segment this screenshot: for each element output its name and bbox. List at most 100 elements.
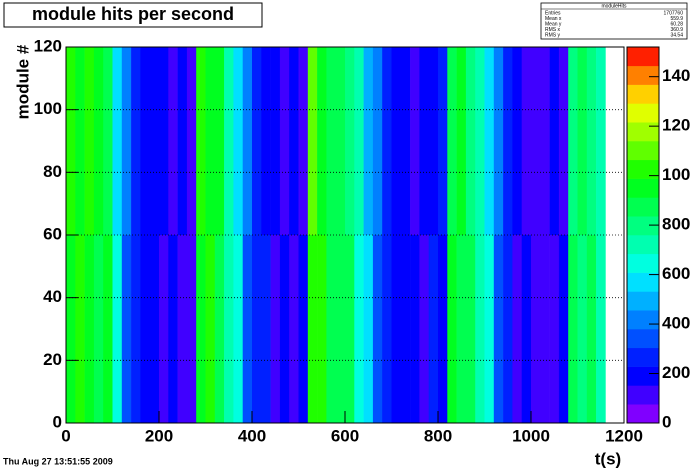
palette-box	[627, 216, 659, 236]
stats-value: 559.9	[670, 16, 683, 22]
heat-cell	[531, 47, 541, 235]
palette-box	[627, 235, 659, 255]
heat-cell	[252, 235, 262, 423]
chart-title: module hits per second	[32, 4, 234, 24]
palette-box	[627, 347, 659, 367]
heat-cell	[363, 47, 374, 235]
heat-cell	[66, 235, 76, 423]
heat-cell	[224, 235, 234, 423]
palette-box	[627, 385, 659, 405]
palette-box	[627, 404, 659, 424]
palette-box	[627, 65, 659, 85]
heat-cell	[586, 235, 597, 423]
z-tick-label: 1000	[662, 165, 690, 184]
palette-box	[627, 291, 659, 311]
y-tick-label: 60	[43, 224, 62, 243]
heat-cell	[317, 47, 327, 235]
heat-cell	[531, 235, 541, 423]
stats-value: 60.28	[670, 21, 683, 27]
stats-label: Mean y	[545, 21, 562, 27]
palette-box	[627, 178, 659, 198]
heat-cell	[93, 235, 104, 423]
stats-label: RMS x	[545, 27, 561, 33]
heat-cell	[596, 47, 606, 235]
heat-cell	[149, 235, 160, 423]
heat-cell	[419, 47, 429, 235]
heat-cell	[242, 47, 253, 235]
heat-cell	[177, 47, 188, 235]
palette-box	[627, 253, 659, 273]
heat-cell	[549, 47, 560, 235]
heat-cell	[66, 47, 76, 235]
heat-cell	[75, 47, 85, 235]
heat-cell	[131, 47, 141, 235]
heat-cell	[326, 47, 336, 235]
heat-cell	[354, 47, 364, 235]
heat-cell	[447, 235, 457, 423]
heat-cell	[186, 47, 197, 235]
plot-frame	[65, 46, 625, 424]
y-tick-label: 120	[34, 36, 62, 55]
heat-cell	[549, 235, 560, 423]
heat-cell	[317, 235, 327, 423]
palette-box	[627, 103, 659, 123]
palette-box	[627, 197, 659, 217]
y-tick-label: 20	[43, 350, 62, 369]
x-tick-label: 1200	[605, 426, 643, 445]
heat-cell	[186, 235, 197, 423]
heat-cell	[577, 47, 588, 235]
heat-cell	[428, 47, 439, 235]
heat-cell	[289, 47, 299, 235]
palette-box	[627, 329, 659, 349]
heat-cell	[391, 235, 402, 423]
stats-label: RMS y	[545, 32, 561, 38]
heat-cell	[410, 47, 420, 235]
heat-cell	[121, 235, 132, 423]
heat-cell	[168, 235, 178, 423]
x-tick-label: 0	[61, 426, 70, 445]
stats-label: Mean x	[545, 16, 562, 22]
z-tick-label: 600	[662, 264, 690, 283]
heat-cell	[298, 47, 309, 235]
heat-cell	[382, 47, 392, 235]
heat-cell	[400, 47, 411, 235]
palette-frame	[626, 46, 660, 424]
heat-cell	[131, 235, 141, 423]
heat-cell	[456, 235, 467, 423]
heat-cell	[112, 235, 123, 423]
heat-cell	[577, 235, 588, 423]
palette-box	[627, 272, 659, 292]
heat-cell	[465, 235, 476, 423]
y-tick-label: 100	[34, 99, 62, 118]
x-tick-label: 400	[238, 426, 266, 445]
heat-cell	[298, 235, 309, 423]
heat-cell	[149, 47, 160, 235]
palette-box	[627, 366, 659, 386]
heat-cell	[438, 235, 448, 423]
heat-cell	[112, 47, 123, 235]
heat-cell	[475, 47, 485, 235]
heat-cell	[261, 235, 271, 423]
heat-cell	[270, 235, 281, 423]
palette-box	[627, 47, 659, 67]
z-tick-label: 1200	[662, 116, 690, 135]
heat-cell	[103, 235, 113, 423]
heat-cell	[140, 47, 150, 235]
heat-cell	[252, 47, 262, 235]
y-tick-label: 80	[43, 162, 62, 181]
heat-cell	[233, 235, 243, 423]
stats-label: Entries	[545, 10, 561, 16]
heat-cell	[400, 235, 411, 423]
heat-cell	[177, 235, 188, 423]
heat-cell	[326, 235, 336, 423]
heat-cell	[224, 47, 234, 235]
heat-cell	[484, 47, 495, 235]
heat-cell	[503, 235, 513, 423]
z-tick-label: 200	[662, 363, 690, 382]
heat-cell	[410, 235, 420, 423]
heat-cell	[214, 47, 225, 235]
title-box	[3, 2, 263, 28]
heat-cell	[103, 47, 113, 235]
heat-cell	[372, 235, 383, 423]
